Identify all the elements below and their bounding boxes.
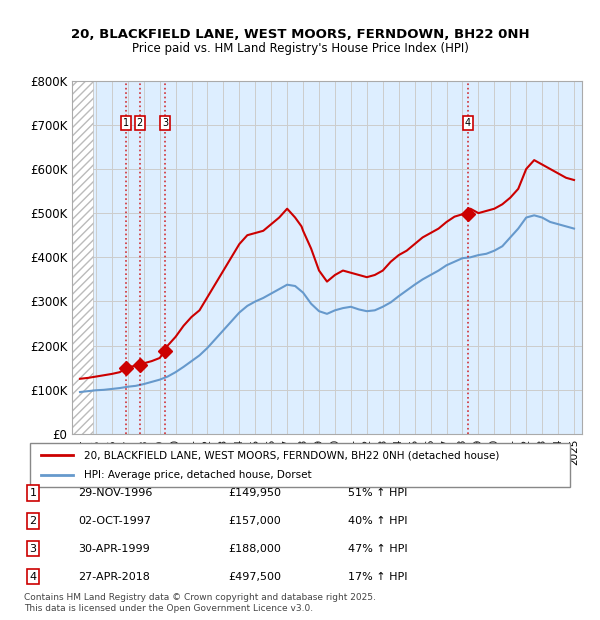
Text: 02-OCT-1997: 02-OCT-1997 (78, 516, 151, 526)
Text: 20, BLACKFIELD LANE, WEST MOORS, FERNDOWN, BH22 0NH (detached house): 20, BLACKFIELD LANE, WEST MOORS, FERNDOW… (84, 451, 499, 461)
Bar (72, 81, 93, 434)
Text: £188,000: £188,000 (228, 544, 281, 554)
Text: 2: 2 (29, 516, 37, 526)
Text: Price paid vs. HM Land Registry's House Price Index (HPI): Price paid vs. HM Land Registry's House … (131, 42, 469, 55)
Text: 20, BLACKFIELD LANE, WEST MOORS, FERNDOWN, BH22 0NH: 20, BLACKFIELD LANE, WEST MOORS, FERNDOW… (71, 28, 529, 41)
Text: 1: 1 (123, 118, 130, 128)
Text: 17% ↑ HPI: 17% ↑ HPI (348, 572, 407, 582)
FancyBboxPatch shape (30, 443, 570, 487)
Bar (72, 81, 93, 434)
Text: 29-NOV-1996: 29-NOV-1996 (78, 488, 152, 498)
Text: 2: 2 (137, 118, 143, 128)
Text: HPI: Average price, detached house, Dorset: HPI: Average price, detached house, Dors… (84, 469, 311, 479)
Text: 47% ↑ HPI: 47% ↑ HPI (348, 544, 407, 554)
Text: 4: 4 (464, 118, 470, 128)
Text: £497,500: £497,500 (228, 572, 281, 582)
Text: 1: 1 (29, 488, 37, 498)
Text: 3: 3 (162, 118, 168, 128)
Text: 51% ↑ HPI: 51% ↑ HPI (348, 488, 407, 498)
Text: 30-APR-1999: 30-APR-1999 (78, 544, 150, 554)
Text: £149,950: £149,950 (228, 488, 281, 498)
Text: 3: 3 (29, 544, 37, 554)
Text: Contains HM Land Registry data © Crown copyright and database right 2025.
This d: Contains HM Land Registry data © Crown c… (24, 593, 376, 613)
Text: £157,000: £157,000 (228, 516, 281, 526)
Text: 4: 4 (29, 572, 37, 582)
Text: 40% ↑ HPI: 40% ↑ HPI (348, 516, 407, 526)
Text: 27-APR-2018: 27-APR-2018 (78, 572, 150, 582)
